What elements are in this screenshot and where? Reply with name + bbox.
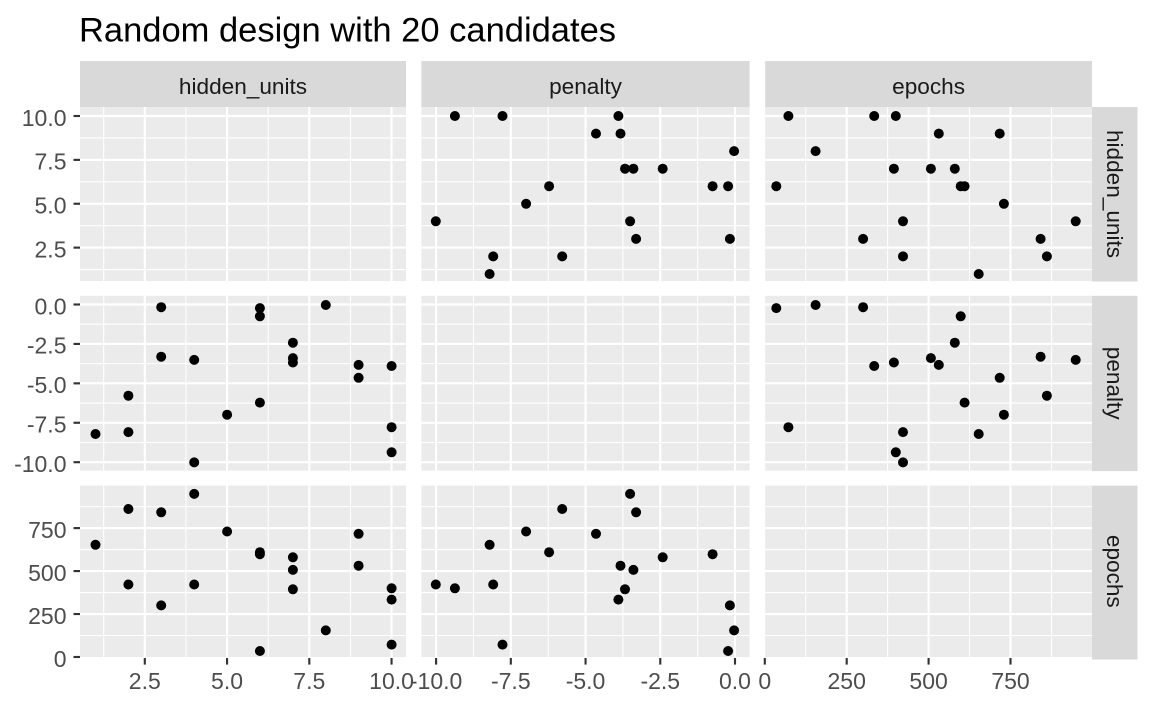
svg-text:-2.5: -2.5 — [27, 333, 67, 359]
svg-text:-7.5: -7.5 — [491, 668, 531, 694]
svg-text:750: 750 — [991, 668, 1029, 694]
svg-text:penalty: penalty — [549, 74, 623, 99]
svg-text:5.0: 5.0 — [211, 668, 243, 694]
svg-text:0.0: 0.0 — [719, 668, 751, 694]
svg-text:250: 250 — [28, 603, 66, 629]
svg-text:Random design with 20 candidat: Random design with 20 candidates — [79, 12, 616, 50]
svg-text:0: 0 — [54, 646, 67, 672]
svg-text:-2.5: -2.5 — [640, 668, 680, 694]
svg-text:0: 0 — [758, 668, 771, 694]
svg-text:-10.0: -10.0 — [410, 668, 462, 694]
svg-text:epochs: epochs — [1102, 535, 1127, 608]
svg-text:epochs: epochs — [892, 74, 965, 99]
svg-text:2.5: 2.5 — [35, 236, 67, 262]
svg-text:7.5: 7.5 — [293, 668, 325, 694]
svg-text:10.0: 10.0 — [369, 668, 414, 694]
svg-text:penalty: penalty — [1102, 347, 1127, 421]
svg-text:-7.5: -7.5 — [27, 412, 67, 438]
svg-text:500: 500 — [28, 560, 66, 586]
svg-text:250: 250 — [828, 668, 866, 694]
svg-text:-5.0: -5.0 — [27, 372, 67, 398]
svg-text:hidden_units: hidden_units — [179, 74, 307, 99]
svg-text:750: 750 — [28, 517, 66, 543]
svg-text:5.0: 5.0 — [35, 193, 67, 219]
svg-text:2.5: 2.5 — [129, 668, 161, 694]
svg-text:hidden_units: hidden_units — [1102, 130, 1127, 258]
svg-text:-5.0: -5.0 — [566, 668, 606, 694]
svg-text:0.0: 0.0 — [35, 293, 67, 319]
svg-text:-10.0: -10.0 — [14, 451, 66, 477]
svg-text:500: 500 — [909, 668, 947, 694]
svg-text:7.5: 7.5 — [35, 149, 67, 175]
svg-text:10.0: 10.0 — [22, 105, 67, 131]
